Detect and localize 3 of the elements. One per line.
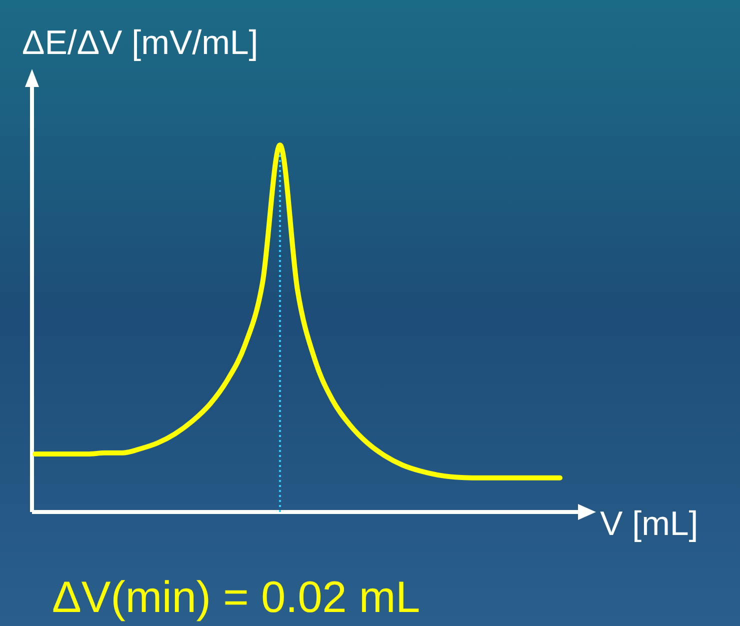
text: ΔV(min) = 0.02 mL (52, 573, 420, 622)
x-axis-title: V [mL] (600, 505, 698, 543)
y-axis-title: ΔE/ΔV [mV/mL] (22, 24, 258, 62)
